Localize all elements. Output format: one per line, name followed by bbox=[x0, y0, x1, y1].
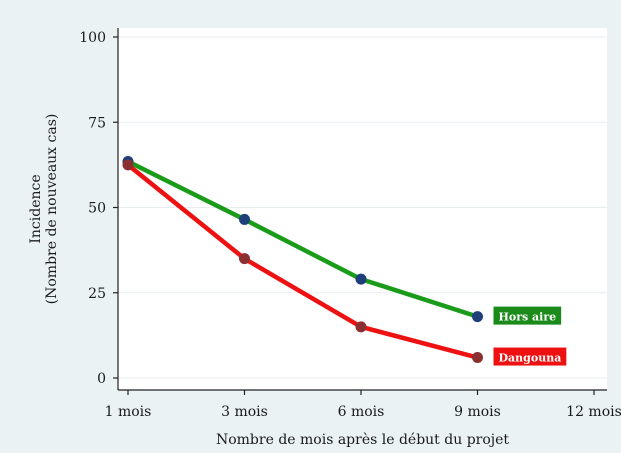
data-point-hors-aire bbox=[239, 213, 250, 225]
axes: 0 25 50 75 100 1 mois 3 mois 6 mois 9 mois 12 moi… bbox=[79, 28, 621, 420]
series-label-text-hors-aire: Hors aire bbox=[499, 311, 557, 324]
y-tick-label: 75 bbox=[88, 115, 106, 131]
x-tick-label: 6 mois bbox=[338, 404, 385, 420]
y-axis-title-line1: Incidence bbox=[28, 174, 44, 243]
y-tick-label: 100 bbox=[79, 30, 106, 46]
data-point-hors-aire bbox=[355, 273, 367, 285]
x-axis-title: Nombre de mois après le début du projet bbox=[216, 432, 509, 448]
data-point-dangouna bbox=[122, 159, 134, 171]
y-tick-label: 25 bbox=[88, 286, 106, 302]
x-tick-label: 1 mois bbox=[105, 404, 152, 420]
data-point-dangouna bbox=[355, 321, 367, 333]
data-point-hors-aire bbox=[472, 311, 483, 323]
series-line-hors-aire bbox=[125, 159, 480, 319]
series-label-box-hors-aire bbox=[493, 306, 562, 325]
series-label-text-dangouna: Dangouna bbox=[499, 352, 562, 365]
series-labels: Hors aire Dangouna bbox=[493, 306, 567, 366]
series-group bbox=[122, 155, 483, 364]
y-tick-label: 0 bbox=[97, 371, 106, 387]
series-label-box-dangouna bbox=[493, 347, 567, 366]
data-point-dangouna bbox=[472, 352, 483, 364]
y-axis-title-line2: (Nombre de nouveaux cas) bbox=[44, 114, 60, 305]
data-point-dangouna bbox=[239, 253, 250, 265]
grid-lines bbox=[118, 36, 607, 379]
y-tick-label: 50 bbox=[88, 201, 106, 217]
x-tick-label: 9 mois bbox=[454, 404, 501, 420]
series-line-dangouna bbox=[125, 162, 480, 360]
plot-area bbox=[118, 28, 607, 390]
x-tick-label: 12 mois bbox=[566, 404, 621, 420]
x-tick-label: 3 mois bbox=[221, 404, 268, 420]
